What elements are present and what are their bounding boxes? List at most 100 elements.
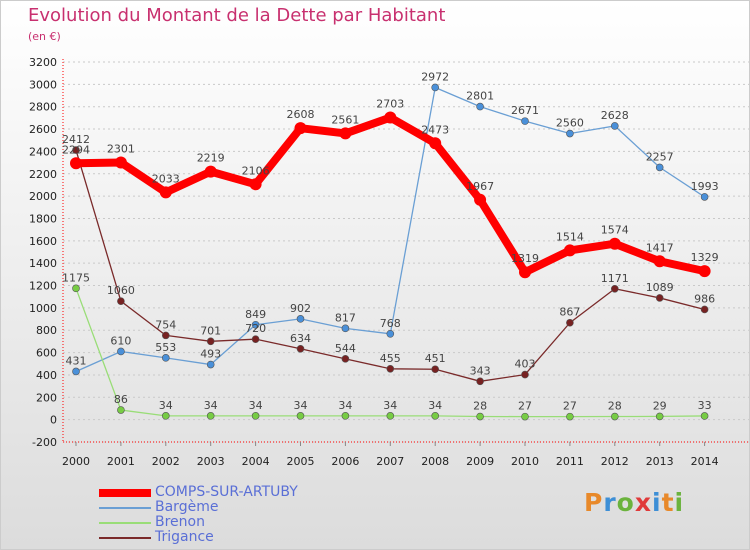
data-point [610, 284, 619, 293]
x-tick-label: 2005 [287, 455, 315, 468]
chart-title: Evolution du Montant de la Dette par Hab… [28, 5, 446, 26]
data-label: 34 [159, 399, 173, 412]
data-label: 1329 [691, 251, 719, 264]
y-tick-label: 600 [36, 347, 57, 360]
data-point [72, 367, 80, 376]
data-point [386, 364, 395, 373]
data-point [476, 377, 484, 386]
y-tick-label: 2600 [29, 123, 57, 136]
y-tick-label: 3000 [29, 78, 57, 91]
x-tick-label: 2001 [107, 455, 135, 468]
data-point [159, 186, 172, 199]
data-point [162, 331, 170, 340]
data-label: 817 [335, 311, 356, 324]
data-point [70, 157, 82, 170]
data-point [474, 193, 487, 206]
y-tick-label: 2200 [29, 168, 57, 181]
y-tick-label: 1000 [29, 302, 57, 315]
x-tick-label: 2010 [511, 455, 539, 468]
data-point [521, 412, 529, 421]
data-point [206, 337, 215, 346]
data-point [655, 163, 664, 172]
legend-swatch [99, 537, 151, 539]
y-tick-label: 2400 [29, 145, 57, 158]
x-tick-label: 2006 [331, 455, 359, 468]
data-label: 1967 [466, 180, 494, 193]
data-label: 34 [294, 399, 308, 412]
data-label: 27 [563, 400, 577, 413]
data-label: 1089 [646, 281, 674, 294]
proxiti-logo: Proxiti [584, 488, 685, 517]
data-label: 2301 [107, 142, 135, 155]
data-point [610, 122, 619, 130]
data-label: 2608 [287, 108, 315, 121]
data-label: 1514 [556, 230, 584, 243]
data-point [431, 365, 440, 374]
data-point [341, 412, 350, 420]
data-label: 1993 [691, 180, 719, 193]
data-label: 1171 [601, 272, 629, 285]
data-label: 553 [155, 341, 176, 354]
data-point [431, 83, 440, 92]
data-point [563, 244, 576, 257]
data-label: 2561 [331, 113, 359, 126]
x-tick-label: 2014 [691, 455, 719, 468]
y-tick-label: 1400 [29, 257, 57, 270]
data-label: 2219 [197, 152, 225, 165]
data-label: 986 [694, 292, 715, 305]
data-point [521, 370, 529, 379]
legend-swatch [99, 507, 151, 509]
data-label: 34 [338, 399, 352, 412]
data-label: 2671 [511, 104, 539, 117]
data-label: 720 [245, 322, 266, 335]
data-point [296, 315, 305, 323]
data-point [72, 284, 80, 293]
data-point [251, 320, 260, 329]
data-label: 2106 [242, 164, 270, 177]
data-label: 86 [114, 393, 128, 406]
data-label: 403 [515, 358, 536, 371]
y-tick-label: 3200 [29, 56, 57, 69]
y-tick-label: 1800 [29, 212, 57, 225]
y-tick-label: 2800 [29, 101, 57, 114]
x-tick-label: 2004 [242, 455, 270, 468]
y-tick-label: 0 [50, 414, 57, 427]
x-tick-label: 2003 [197, 455, 225, 468]
data-label: 2473 [421, 123, 449, 136]
data-label: 29 [653, 399, 667, 412]
data-point [162, 354, 170, 362]
data-point [296, 412, 305, 420]
data-point [519, 266, 531, 279]
data-label: 1175 [62, 271, 90, 284]
chart-subtitle: (en €) [28, 30, 61, 43]
data-point [698, 265, 711, 278]
data-point [566, 129, 574, 138]
y-tick-label: 400 [36, 369, 57, 382]
data-point [206, 412, 215, 420]
data-point [566, 412, 574, 421]
data-label: 455 [380, 352, 401, 365]
data-label: 2801 [466, 90, 494, 103]
data-point [700, 193, 709, 201]
data-point [296, 344, 305, 353]
y-tick-label: 200 [36, 391, 57, 404]
legend-label: Bargème [155, 499, 219, 515]
x-tick-label: 2009 [466, 455, 494, 468]
data-point [206, 360, 215, 369]
data-label: 28 [473, 400, 487, 413]
data-point [521, 117, 529, 125]
x-tick-label: 2012 [601, 455, 629, 468]
data-label: 2257 [646, 150, 674, 163]
data-label: 1417 [646, 241, 674, 254]
data-point [608, 237, 621, 250]
x-tick-label: 2008 [421, 455, 449, 468]
x-tick-label: 2002 [152, 455, 180, 468]
data-point [476, 102, 484, 111]
data-point [162, 412, 170, 420]
data-point [386, 330, 395, 338]
y-tick-label: 2000 [29, 190, 57, 203]
data-label: 610 [110, 334, 131, 347]
x-tick-label: 2000 [62, 455, 90, 468]
